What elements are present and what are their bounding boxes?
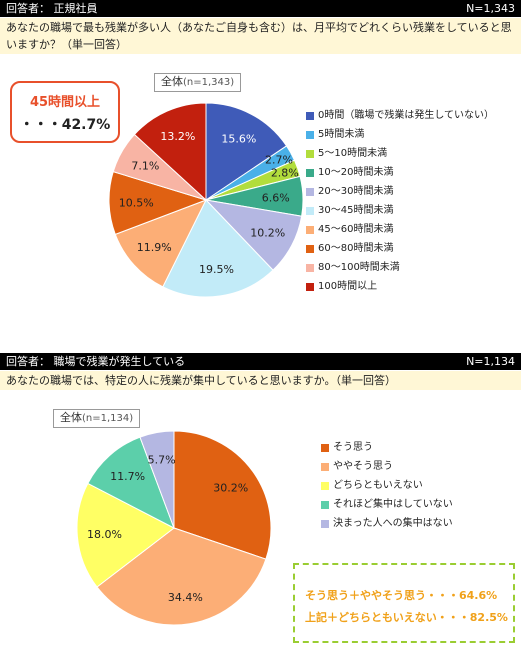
slice-value-label: 11.9%	[137, 241, 172, 254]
legend-item: 20～30時間未満	[306, 186, 494, 205]
legend-swatch	[306, 188, 314, 196]
callout-45h: 45時間以上 ・・・42.7%	[10, 81, 120, 143]
legend-swatch	[321, 444, 329, 452]
slice-value-label: 15.6%	[221, 132, 256, 145]
respondent-label-2: 回答者： 職場で残業が発生している	[6, 355, 186, 368]
legend-label: どちらともいえない	[333, 480, 423, 491]
legend-swatch	[306, 264, 314, 272]
legend-swatch	[306, 112, 314, 120]
legend-item: 80～100時間未満	[306, 262, 494, 281]
respondent-label-1: 回答者： 正規社員	[6, 2, 98, 15]
pie-slice	[114, 199, 208, 288]
legend-label: 10～20時間未満	[318, 167, 394, 178]
legend-swatch	[321, 501, 329, 509]
question-2: あなたの職場では、特定の人に残業が集中していると思いますか。（単一回答）	[0, 371, 521, 390]
legend-label: ややそう思う	[333, 461, 393, 472]
slice-value-label: 13.2%	[160, 130, 195, 143]
legend-label: 5～10時間未満	[318, 148, 388, 159]
callout-summary-line2: 上記＋どちらともいえない・・・82.5%	[305, 611, 508, 624]
legend-swatch	[306, 283, 314, 291]
pie-slice	[96, 527, 267, 626]
legend-item: 100時間以上	[306, 281, 494, 300]
respondent-bar-2: 回答者： 職場で残業が発生している N=1,134	[0, 353, 521, 370]
legend-label: 45～60時間未満	[318, 224, 394, 235]
slice-value-label: 2.8%	[271, 167, 299, 180]
legend-label: 100時間以上	[318, 281, 378, 292]
legend-item: 10～20時間未満	[306, 167, 494, 186]
slice-value-label: 2.7%	[265, 154, 293, 167]
slice-value-label: 7.1%	[131, 159, 159, 172]
legend-swatch	[321, 482, 329, 490]
legend-swatch	[306, 150, 314, 158]
slice-value-label: 18.0%	[87, 528, 122, 541]
slice-value-label: 10.2%	[250, 227, 285, 240]
legend-swatch	[306, 169, 314, 177]
pie-slice	[76, 482, 175, 588]
sample-size-2: N=1,134	[466, 355, 515, 368]
legend-item: 45～60時間未満	[306, 224, 494, 243]
question-1: あなたの職場で最も残業が多い人（あなたご自身も含む）は、月平均でどれくらい残業を…	[0, 18, 521, 54]
legend-2: そう思うややそう思うどちらともいえないそれほど集中はしていない 決まった人への集中…	[321, 442, 453, 537]
legend-label: 60～80時間未満	[318, 243, 394, 254]
total-label-2: 全体	[60, 411, 82, 424]
legend-label: 決まった人への集中はない	[333, 518, 453, 529]
slice-value-label: 11.7%	[110, 470, 145, 483]
legend-1: 0時間（職場で残業は発生していない） 5時間未満 5～10時間未満 10～20時間未満…	[306, 110, 494, 300]
respondent-bar-1: 回答者： 正規社員 N=1,343	[0, 0, 521, 17]
legend-label: 0時間（職場で残業は発生していない）	[318, 110, 495, 121]
legend-swatch	[321, 463, 329, 471]
pie-slice	[162, 199, 274, 298]
pie-chart-overtime-hours: 15.6% 2.7%2.8% 6.6% 10.2% 19.5% 11.9% 10.5% 7.1…	[108, 102, 304, 298]
legend-label: そう思う	[333, 442, 373, 453]
total-n-1: (n=1,343)	[183, 77, 235, 88]
legend-swatch	[306, 245, 314, 253]
legend-swatch	[306, 226, 314, 234]
legend-item: 30～45時間未満	[306, 205, 494, 224]
slice-value-label: 19.5%	[199, 263, 234, 276]
legend-item: 5～10時間未満	[306, 148, 494, 167]
legend-label: 20～30時間未満	[318, 186, 394, 197]
total-box-2: 全体(n=1,134)	[53, 409, 141, 428]
legend-item: それほど集中はしていない	[321, 499, 453, 518]
legend-swatch	[306, 131, 314, 139]
legend-item: 0時間（職場で残業は発生していない）	[306, 110, 494, 129]
pie-slice	[87, 436, 175, 530]
legend-label: 5時間未満	[318, 129, 365, 140]
slice-value-label: 6.6%	[262, 191, 290, 204]
legend-item: 5時間未満	[306, 129, 494, 148]
pie-slice	[173, 430, 272, 560]
legend-item: 60～80時間未満	[306, 243, 494, 262]
legend-swatch	[321, 520, 329, 528]
slice-value-label: 34.4%	[168, 591, 203, 604]
slice-value-label: 5.7%	[148, 453, 176, 466]
callout-45h-title: 45時間以上	[29, 95, 101, 110]
pie-slice	[139, 430, 175, 529]
pie-chart-overtime-concentration: 30.2% 34.4% 18.0% 11.7%5.7%	[76, 430, 272, 626]
legend-swatch	[306, 207, 314, 215]
callout-45h-value: ・・・42.7%	[19, 117, 111, 133]
legend-label: 80～100時間未満	[318, 262, 400, 273]
pie-slice	[205, 102, 288, 201]
total-n-2: (n=1,134)	[82, 413, 134, 424]
callout-summary: そう思う＋ややそう思う・・・64.6% 上記＋どちらともいえない・・・82.5%	[293, 563, 515, 643]
legend-item: どちらともいえない	[321, 480, 453, 499]
legend-item: そう思う	[321, 442, 453, 461]
legend-label: それほど集中はしていない	[333, 499, 453, 510]
total-label-1: 全体	[161, 75, 183, 88]
sample-size-1: N=1,343	[466, 2, 515, 15]
legend-item: 決まった人への集中はない	[321, 518, 453, 537]
callout-summary-line1: そう思う＋ややそう思う・・・64.6%	[305, 589, 498, 602]
slice-value-label: 10.5%	[119, 196, 154, 209]
legend-item: ややそう思う	[321, 461, 453, 480]
pie-slice	[133, 102, 207, 202]
legend-label: 30～45時間未満	[318, 205, 394, 216]
slice-value-label: 30.2%	[213, 481, 248, 494]
total-box-1: 全体(n=1,343)	[154, 73, 242, 92]
